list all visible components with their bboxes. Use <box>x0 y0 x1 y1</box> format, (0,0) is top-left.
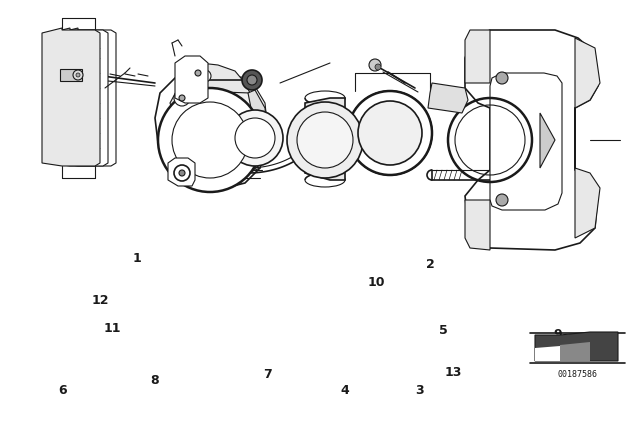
Circle shape <box>179 170 185 176</box>
Polygon shape <box>428 83 468 113</box>
Circle shape <box>227 110 283 166</box>
Text: 1: 1 <box>132 251 141 264</box>
Text: 3: 3 <box>416 383 424 396</box>
Polygon shape <box>170 83 200 118</box>
Text: 10: 10 <box>367 276 385 289</box>
Polygon shape <box>168 158 195 186</box>
Circle shape <box>247 75 257 85</box>
Circle shape <box>297 112 353 168</box>
Circle shape <box>158 88 262 192</box>
Circle shape <box>195 70 201 76</box>
Text: 6: 6 <box>59 383 67 396</box>
Circle shape <box>358 101 422 165</box>
Polygon shape <box>175 56 208 103</box>
Polygon shape <box>465 30 490 83</box>
Circle shape <box>190 65 206 81</box>
Polygon shape <box>490 73 562 210</box>
Polygon shape <box>465 30 598 250</box>
Polygon shape <box>50 28 108 166</box>
Polygon shape <box>535 332 618 361</box>
Text: 7: 7 <box>262 369 271 382</box>
Polygon shape <box>58 28 116 166</box>
Circle shape <box>174 165 190 181</box>
Polygon shape <box>195 73 268 153</box>
Text: 00187586: 00187586 <box>558 370 598 379</box>
Text: 5: 5 <box>438 323 447 336</box>
Circle shape <box>179 95 185 101</box>
Text: 4: 4 <box>340 383 349 396</box>
Circle shape <box>242 70 262 90</box>
Bar <box>60 69 82 81</box>
Polygon shape <box>155 70 268 188</box>
Circle shape <box>235 118 275 158</box>
Polygon shape <box>575 38 600 238</box>
Text: 2: 2 <box>426 258 435 271</box>
Polygon shape <box>42 28 100 166</box>
Circle shape <box>496 194 508 206</box>
Polygon shape <box>535 346 560 361</box>
Circle shape <box>73 70 83 80</box>
Text: 8: 8 <box>150 374 159 387</box>
Polygon shape <box>305 98 345 180</box>
Circle shape <box>199 70 211 82</box>
Circle shape <box>375 64 381 70</box>
Circle shape <box>172 102 248 178</box>
Text: 9: 9 <box>554 328 563 341</box>
Circle shape <box>348 91 432 175</box>
Polygon shape <box>540 113 555 168</box>
Polygon shape <box>465 200 490 250</box>
Circle shape <box>369 59 381 71</box>
Polygon shape <box>248 90 268 173</box>
Circle shape <box>174 90 190 106</box>
Text: 12: 12 <box>92 293 109 306</box>
Circle shape <box>76 73 80 77</box>
Text: 11: 11 <box>103 322 121 335</box>
Circle shape <box>287 102 363 178</box>
Polygon shape <box>560 342 590 361</box>
Polygon shape <box>190 63 250 93</box>
Text: 13: 13 <box>444 366 461 379</box>
Circle shape <box>496 72 508 84</box>
